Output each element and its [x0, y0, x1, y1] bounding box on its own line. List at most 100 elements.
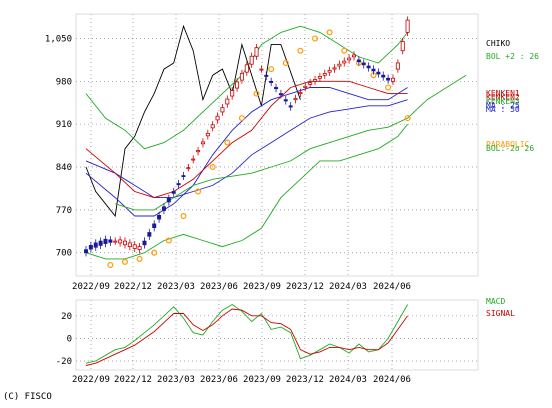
macd-series-signal [85, 308, 408, 366]
price-candle-body [381, 74, 386, 78]
price-candle-body [400, 41, 405, 52]
price-candle-body [259, 68, 264, 71]
price-legend-entry: PARABOLIC [486, 140, 530, 149]
price-candle-body [371, 68, 376, 72]
price-series-parabolic-point [297, 47, 304, 54]
price-candle-body [278, 93, 283, 96]
price-legend-entry: CHIKO [486, 39, 510, 48]
price-candle-body [356, 59, 361, 63]
price-series-parabolic-point [151, 249, 158, 256]
macd-x-tick-label: 2023/06 [200, 375, 238, 385]
price-x-tick-label: 2022/09 [72, 282, 110, 292]
price-candle-body [142, 240, 147, 246]
price-candle-body [230, 90, 235, 97]
macd-y-tick-label: -20 [56, 357, 72, 367]
macd-x-tick-label: 2024/03 [329, 375, 367, 385]
price-series-parabolic-point [268, 66, 275, 73]
price-x-tick-label: 2024/06 [373, 282, 411, 292]
price-series-parabolic-point [224, 139, 231, 146]
price-legend-entry: MA : 25 [486, 101, 520, 110]
price-candle-body [347, 57, 352, 61]
price-candle-body [298, 91, 303, 94]
price-candle-body [103, 238, 108, 244]
price-panel: 700 770 840 910 980 1,050 2022/09 2022/12 2023/0… [45, 13, 539, 292]
price-candle-body [317, 76, 322, 79]
price-x-tick-label: 2023/03 [157, 282, 195, 292]
price-series-parabolic-point [209, 164, 216, 171]
price-candle-body [342, 60, 347, 64]
price-candle-body [249, 55, 254, 65]
copyright-label: (C) FISCO [3, 392, 52, 402]
price-x-tick-label: 2023/09 [243, 282, 281, 292]
price-candle-body [191, 158, 196, 161]
price-candle-body [313, 79, 318, 82]
price-series-parabolic-point [180, 213, 187, 220]
price-x-tick-label: 2023/06 [200, 282, 238, 292]
price-series-parabolic-point [341, 47, 348, 54]
macd-x-tick-label: 2024/06 [373, 375, 411, 385]
price-series-parabolic-point [195, 188, 202, 195]
price-candle-body [210, 124, 215, 129]
price-legend-entry: KENKEN1 [486, 89, 520, 98]
price-series-parabolic-point [312, 35, 319, 42]
price-series-bol-2-26 [85, 25, 408, 150]
price-candle-body [108, 239, 113, 243]
price-series-parabolic-point [238, 115, 245, 122]
price-y-tick-label: 770 [56, 206, 72, 216]
price-series-parabolic-point [253, 90, 260, 97]
price-candle-body [200, 141, 205, 145]
price-candle-body [147, 232, 152, 237]
price-candle-body [235, 81, 240, 89]
price-candle-body [161, 206, 166, 211]
price-candle-body [137, 246, 142, 251]
price-series-chiko [85, 24, 301, 218]
macd-y-tick-label: 20 [61, 312, 72, 322]
price-series-parabolic-point [165, 237, 172, 244]
price-candle-body [98, 240, 103, 246]
macd-x-tick-label: 2023/12 [286, 375, 324, 385]
price-legend-entry: KENKEN2 [486, 93, 520, 102]
price-candle-body [361, 62, 366, 66]
price-candle-body [122, 240, 127, 246]
price-candle-body [254, 47, 259, 57]
price-candle-body [186, 167, 191, 170]
price-candle-body [220, 107, 225, 113]
price-candle-body [171, 191, 176, 194]
price-series-parabolic-point [136, 255, 143, 262]
macd-y-tick-label: 0 [67, 334, 72, 344]
price-candle-body [395, 62, 400, 70]
macd-x-tick-label: 2022/12 [114, 375, 152, 385]
price-y-tick-label: 910 [56, 120, 72, 130]
price-legend-entry: MA : 50 [486, 105, 520, 114]
price-candle-body [127, 242, 132, 248]
price-legend-entry: KENKEN3 [486, 97, 520, 106]
price-y-tick-label: 980 [56, 77, 72, 87]
price-legend-entry: BOL:-2σ 26 [486, 144, 534, 153]
price-series-kenken3 [115, 74, 467, 211]
price-series-parabolic-point [385, 84, 392, 91]
price-series-parabolic-point [404, 115, 411, 122]
price-candle-body [308, 82, 313, 85]
price-series-parabolic-point [326, 29, 333, 36]
price-candle-body [132, 244, 137, 249]
price-y-tick-label: 1,050 [45, 34, 72, 44]
price-series-parabolic-point [282, 59, 289, 66]
price-candle-body [225, 98, 230, 105]
price-candle-body [405, 19, 410, 33]
price-candle-body [244, 64, 249, 73]
price-x-tick-label: 2022/12 [114, 282, 152, 292]
price-candle-body [264, 74, 269, 77]
price-candle-body [332, 67, 337, 70]
price-y-tick-label: 840 [56, 163, 72, 173]
macd-panel: -20 0 20 2022/09 2022/12 2023/03 2023/06 2023/0… [56, 297, 515, 385]
price-x-tick-label: 2024/03 [329, 282, 367, 292]
price-candle-body [293, 98, 298, 101]
macd-x-tick-label: 2023/03 [157, 375, 195, 385]
price-plot-frame [75, 13, 479, 277]
price-candle-body [337, 63, 342, 67]
price-candle-body [327, 69, 332, 73]
price-candle-body [288, 105, 293, 108]
macd-plot-frame [75, 299, 479, 371]
price-candle-body [205, 132, 210, 137]
price-series-kenken2 [85, 80, 408, 199]
